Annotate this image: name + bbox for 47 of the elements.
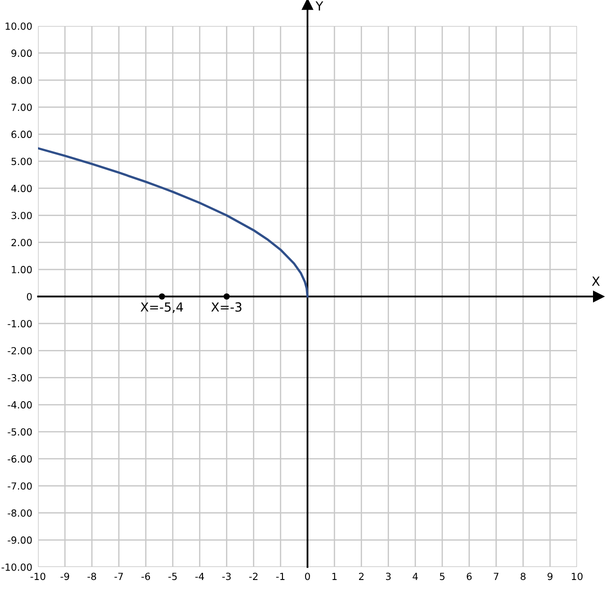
- y-tick-label: 7.00: [12, 104, 32, 111]
- x-tick-label: 1: [332, 572, 337, 580]
- x-tick-label: -2: [249, 572, 258, 580]
- x-tick-label: -4: [195, 572, 204, 580]
- x-tick-label: -8: [88, 572, 96, 580]
- x-tick-label: -7: [114, 572, 123, 580]
- y-tick-label: 8.00: [11, 76, 32, 84]
- annotation: X=-5,4: [140, 302, 183, 314]
- y-tick-label: -9.00: [8, 536, 32, 544]
- x-tick-label: -6: [141, 572, 150, 580]
- x-tick-label: -5: [168, 572, 177, 580]
- x-tick-label: 4: [412, 572, 418, 580]
- x-tick-label: 8: [520, 572, 526, 580]
- y-tick-label: 9.00: [11, 50, 32, 57]
- x-tick-label: 9: [548, 572, 552, 580]
- x-tick-label: -10: [30, 572, 46, 580]
- x-tick-label: -9: [60, 572, 70, 580]
- y-tick-label: -3.00: [8, 374, 32, 382]
- y-tick-label: 10.00: [6, 22, 32, 30]
- line-series: [38, 147, 309, 298]
- y-tick-label: 6.00: [11, 130, 32, 138]
- y-tick-label: 2.00: [12, 238, 32, 246]
- x-tick-label: 10: [572, 572, 583, 580]
- y-axis-title: Y: [316, 1, 324, 11]
- x-tick-label: -1: [276, 572, 284, 580]
- x-tick-label: 2: [359, 572, 364, 580]
- y-tick-label: -4.00: [8, 401, 32, 409]
- y-tick-label: 0: [26, 292, 32, 300]
- y-tick-label: -7.00: [8, 482, 32, 490]
- y-tick-label: -10.00: [2, 563, 32, 571]
- y-tick-label: 5.00: [12, 158, 32, 166]
- y-tick-label: -8.00: [8, 509, 32, 517]
- x-axis-title: X: [592, 276, 600, 286]
- x-tick-label: -3: [222, 572, 231, 580]
- y-tick-label: 1.00: [12, 266, 32, 274]
- x-tick-label: 0: [305, 572, 310, 580]
- x-tick-label: 3: [386, 572, 391, 580]
- x-tick-label: 6: [466, 572, 472, 580]
- x-tick-label: 7: [494, 572, 498, 580]
- x-tick-label: 5: [440, 572, 444, 580]
- annotation: X=-3: [211, 302, 242, 312]
- y-tick-label: -2.00: [8, 347, 32, 354]
- y-tick-label: 4.00: [11, 184, 32, 192]
- y-tick-label: -6.00: [8, 455, 32, 463]
- y-tick-label: 3.00: [12, 212, 32, 220]
- y-tick-label: -5.00: [8, 428, 32, 436]
- y-tick-label: -1.00: [8, 320, 32, 328]
